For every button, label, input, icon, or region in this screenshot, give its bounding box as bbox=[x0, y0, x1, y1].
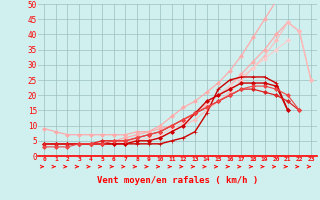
X-axis label: Vent moyen/en rafales ( km/h ): Vent moyen/en rafales ( km/h ) bbox=[97, 176, 258, 185]
